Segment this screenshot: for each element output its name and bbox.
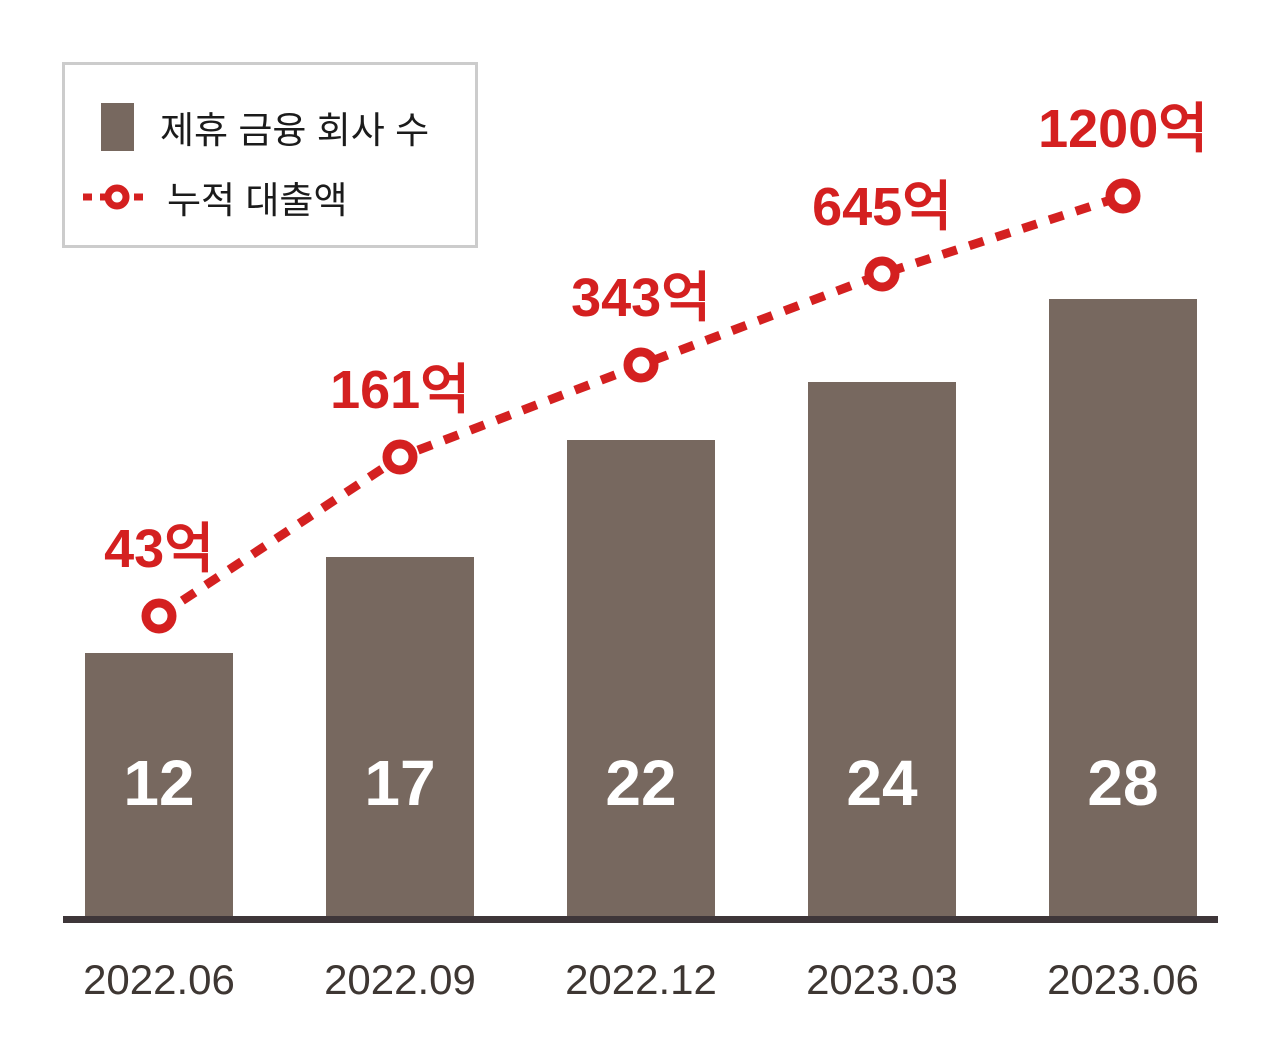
- line-marker: [623, 347, 659, 383]
- bar-value-label: 22: [605, 747, 677, 819]
- line-value-label: 343억: [571, 268, 711, 328]
- bar-2022.12: [567, 440, 715, 916]
- line-value-label: 1200억: [1038, 99, 1208, 159]
- line-marker: [382, 439, 418, 475]
- line-marker: [864, 256, 900, 292]
- bar-value-label: 24: [846, 747, 918, 819]
- line-value-label: 43억: [104, 519, 214, 579]
- legend-bar-label: 제휴 금융 회사 수: [160, 110, 430, 151]
- bar-2022.09: [326, 557, 474, 916]
- legend-item-bar: 제휴 금융 회사 수: [65, 97, 475, 157]
- line-value-label: 645억: [812, 177, 952, 237]
- dashed-line-marker-icon: [81, 182, 153, 212]
- line-value-label: 161억: [330, 360, 470, 420]
- line-marker: [141, 598, 177, 634]
- bar-value-label: 17: [364, 747, 436, 819]
- bar-2023.06: [1049, 299, 1197, 916]
- bar-2022.06: [85, 653, 233, 916]
- legend: 제휴 금융 회사 수 누적 대출액: [62, 62, 478, 248]
- x-axis-line: [63, 916, 1218, 923]
- line-marker: [1105, 178, 1141, 214]
- x-axis-tick-label: 2022.06: [83, 956, 235, 1003]
- legend-item-line: 누적 대출액: [65, 167, 475, 227]
- bar-2023.03: [808, 382, 956, 916]
- x-axis-tick-label: 2022.12: [565, 956, 717, 1003]
- legend-line-label: 누적 대출액: [167, 180, 348, 221]
- x-axis-tick-label: 2022.09: [324, 956, 476, 1003]
- bar-series-swatch-icon: [101, 103, 134, 151]
- x-axis-tick-label: 2023.03: [806, 956, 958, 1003]
- bar-value-label: 28: [1087, 747, 1159, 819]
- bar-value-label: 12: [123, 747, 195, 819]
- x-axis-tick-label: 2023.06: [1047, 956, 1199, 1003]
